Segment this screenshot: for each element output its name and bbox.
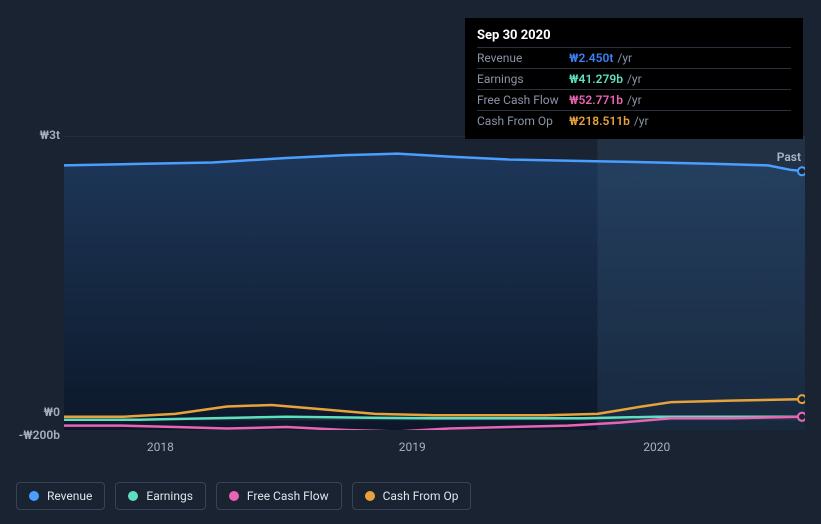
chart-plot[interactable] xyxy=(64,136,805,430)
legend-item[interactable]: Revenue xyxy=(16,482,105,510)
x-axis-label: 2019 xyxy=(399,440,426,454)
y-axis-label: ₩3t xyxy=(16,128,60,142)
legend-item[interactable]: Cash From Op xyxy=(352,482,472,510)
tooltip-row: Free Cash Flow₩52.771b/yr xyxy=(477,89,791,110)
x-axis: 2018 2019 2020 xyxy=(64,440,805,460)
legend: Revenue Earnings Free Cash Flow Cash From O… xyxy=(16,482,471,510)
tooltip-value: ₩218.511b xyxy=(569,114,630,128)
tooltip-label: Earnings xyxy=(477,72,569,86)
x-axis-label: 2020 xyxy=(643,440,670,454)
tooltip-row: Earnings₩41.279b/yr xyxy=(477,68,791,89)
tooltip-unit: /yr xyxy=(627,93,642,107)
tooltip-value: ₩2.450t xyxy=(569,51,613,65)
tooltip-row: Revenue₩2.450t/yr xyxy=(477,47,791,68)
legend-item[interactable]: Free Cash Flow xyxy=(216,482,342,510)
legend-swatch xyxy=(229,491,239,501)
y-axis-label: -₩200b xyxy=(16,428,60,442)
tooltip-unit: /yr xyxy=(627,72,642,86)
legend-label: Cash From Op xyxy=(383,489,459,503)
legend-label: Earnings xyxy=(146,489,193,503)
y-axis-label: ₩0 xyxy=(16,405,60,419)
legend-label: Revenue xyxy=(47,489,92,503)
tooltip-unit: /yr xyxy=(617,51,632,65)
chart-tooltip: Sep 30 2020 Revenue₩2.450t/yrEarnings₩41… xyxy=(465,18,803,139)
tooltip-value: ₩41.279b xyxy=(569,72,623,86)
chart-area: ₩3t₩0-₩200b Past 201820192020 xyxy=(16,120,805,460)
tooltip-unit: /yr xyxy=(634,114,649,128)
tooltip-date: Sep 30 2020 xyxy=(477,26,791,47)
tooltip-row: Cash From Op₩218.511b/yr xyxy=(477,110,791,131)
legend-label: Free Cash Flow xyxy=(247,489,329,503)
tooltip-label: Revenue xyxy=(477,51,569,65)
legend-swatch xyxy=(29,491,39,501)
tooltip-label: Cash From Op xyxy=(477,114,569,128)
tooltip-label: Free Cash Flow xyxy=(477,93,569,107)
legend-item[interactable]: Earnings xyxy=(115,482,206,510)
legend-swatch xyxy=(128,491,138,501)
tooltip-value: ₩52.771b xyxy=(569,93,623,107)
x-axis-label: 2018 xyxy=(147,440,174,454)
legend-swatch xyxy=(365,491,375,501)
